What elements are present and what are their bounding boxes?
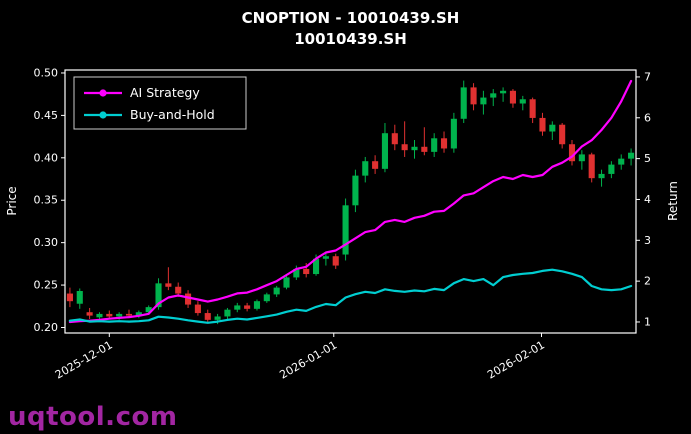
chart-title: CNOPTION - 10010439.SH xyxy=(241,9,460,27)
plot-border xyxy=(64,69,637,334)
candle-body xyxy=(165,283,172,287)
candle-body xyxy=(312,258,320,275)
price-tick-label: 0.35 xyxy=(34,194,59,207)
legend: AI Strategy Buy-and-Hold xyxy=(73,76,247,130)
line-series-layer xyxy=(68,79,633,324)
candle-body xyxy=(106,313,113,317)
candle-body xyxy=(381,133,389,169)
legend-box xyxy=(73,76,247,130)
candle-body xyxy=(578,154,585,162)
candle-body xyxy=(214,316,221,320)
candle-body xyxy=(352,175,359,206)
candles-layer xyxy=(66,80,635,325)
candle-body xyxy=(303,268,310,275)
date-tick-label: 2026-02-01 xyxy=(485,338,547,381)
candle-body xyxy=(480,97,487,105)
candle-body xyxy=(568,144,576,162)
candle-body xyxy=(234,305,241,310)
candle-body xyxy=(175,286,182,294)
candle-body xyxy=(293,268,300,278)
return-tick-label: 7 xyxy=(644,70,651,83)
price-tick-label: 0.30 xyxy=(34,236,59,249)
price-tick-label: 0.20 xyxy=(34,321,59,334)
candle-body xyxy=(391,133,398,145)
candle-body xyxy=(263,294,270,302)
candle-body xyxy=(76,291,83,304)
candle-body xyxy=(598,173,605,179)
return-tick-label: 6 xyxy=(644,111,651,124)
chart-subtitle: 10010439.SH xyxy=(294,30,407,48)
candle-body xyxy=(253,301,261,309)
candle-body xyxy=(549,124,556,132)
candle-body xyxy=(588,154,595,179)
candle-body xyxy=(509,90,516,104)
candle-body xyxy=(559,124,566,145)
candle-body xyxy=(116,313,123,317)
y-axis-label-return: Return xyxy=(666,181,680,221)
candle-body xyxy=(372,161,379,169)
candle-body xyxy=(332,256,339,266)
candle-body xyxy=(86,312,93,316)
candle-body xyxy=(135,312,142,316)
candle-body xyxy=(96,313,103,318)
candle-body xyxy=(539,117,546,132)
date-tick-label: 2026-01-01 xyxy=(277,338,339,381)
candle-body xyxy=(273,287,280,295)
legend-label-ai: AI Strategy xyxy=(130,85,200,100)
candle-body xyxy=(431,138,438,152)
return-tick-label: 2 xyxy=(644,275,651,288)
candle-body xyxy=(628,152,635,159)
candle-body xyxy=(244,305,251,309)
candle-body xyxy=(283,277,290,288)
candle-body xyxy=(411,146,418,151)
return-tick-label: 4 xyxy=(644,193,651,206)
chart-header: CNOPTION - 10010439.SH 10010439.SH xyxy=(65,8,636,50)
candle-body xyxy=(125,313,133,316)
price-tick-label: 0.50 xyxy=(34,66,59,79)
candle-body xyxy=(460,87,467,119)
price-tick-label: 0.45 xyxy=(34,109,59,122)
candle-body xyxy=(401,144,408,151)
candle-body xyxy=(145,307,152,313)
candle-body xyxy=(322,256,329,259)
candle-body xyxy=(618,158,625,165)
return-tick-label: 1 xyxy=(644,315,651,328)
return-tick-label: 3 xyxy=(644,234,651,247)
price-tick-label: 0.40 xyxy=(34,151,59,164)
candle-body xyxy=(519,99,526,104)
candle-body xyxy=(440,138,448,149)
candle-body xyxy=(185,293,192,305)
candle-body xyxy=(608,164,615,174)
candle-body xyxy=(194,304,201,314)
series-line-buy-and-hold xyxy=(68,268,633,324)
candle-body xyxy=(529,99,536,118)
return-tick-label: 5 xyxy=(644,152,651,165)
candle-body xyxy=(470,87,477,105)
candle-body xyxy=(66,293,73,302)
series-line-ai-strategy xyxy=(68,79,633,324)
y-axis-label-price: Price xyxy=(5,186,19,215)
candle-body xyxy=(155,283,162,308)
candle-body xyxy=(450,118,457,149)
candle-body xyxy=(204,313,211,320)
candle-body xyxy=(500,90,507,94)
price-tick-label: 0.25 xyxy=(34,279,59,292)
date-tick-label: 2025-12-01 xyxy=(53,338,115,381)
legend-label-bh: Buy-and-Hold xyxy=(130,107,215,122)
candle-body xyxy=(362,161,369,176)
candle-body xyxy=(224,309,231,317)
legend-marker-ai xyxy=(99,89,107,97)
legend-marker-bh xyxy=(99,111,107,119)
candle-body xyxy=(421,146,428,152)
watermark: uqtool.com xyxy=(8,402,178,432)
candle-body xyxy=(342,205,349,255)
candle-body xyxy=(490,93,497,98)
